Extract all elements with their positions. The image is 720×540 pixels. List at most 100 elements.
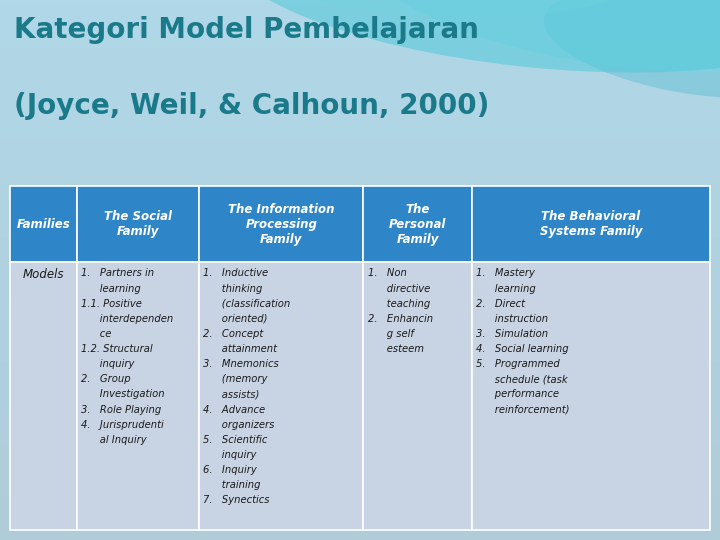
Bar	[0, 508, 720, 513]
Text: al Inquiry: al Inquiry	[81, 435, 146, 445]
Bar	[76, 262, 199, 530]
Text: oriented): oriented)	[203, 314, 268, 324]
Text: 5.   Scientific: 5. Scientific	[203, 435, 268, 445]
Bar	[472, 186, 710, 262]
Bar	[0, 367, 720, 373]
Bar	[0, 281, 720, 286]
Bar	[0, 205, 720, 211]
Bar	[0, 124, 720, 130]
Text: The Social
Family: The Social Family	[104, 210, 172, 238]
Bar	[0, 97, 720, 103]
Bar	[0, 437, 720, 443]
Text: instruction: instruction	[477, 314, 549, 324]
Text: 3.   Mnemonics: 3. Mnemonics	[203, 359, 279, 369]
Bar	[0, 38, 720, 43]
Bar	[0, 81, 720, 86]
Bar	[0, 259, 720, 265]
Bar	[199, 262, 364, 530]
Text: 1.1. Positive: 1.1. Positive	[81, 299, 142, 309]
Bar	[0, 497, 720, 502]
Bar	[0, 32, 720, 38]
Bar	[0, 146, 720, 151]
Bar	[0, 238, 720, 243]
Bar	[0, 76, 720, 81]
Bar	[0, 292, 720, 297]
Bar	[0, 405, 720, 410]
Text: Families: Families	[17, 218, 70, 231]
Text: 1.2. Structural: 1.2. Structural	[81, 344, 153, 354]
Bar	[0, 178, 720, 184]
Bar	[0, 518, 720, 524]
Bar	[0, 70, 720, 76]
Text: The Behavioral
Systems Family: The Behavioral Systems Family	[540, 210, 642, 238]
Text: interdependen: interdependen	[81, 314, 173, 324]
Text: 2.   Direct: 2. Direct	[477, 299, 526, 309]
Bar	[0, 22, 720, 27]
Bar	[0, 535, 720, 540]
Bar	[0, 27, 720, 32]
Bar	[76, 186, 199, 262]
Bar	[0, 173, 720, 178]
Bar	[10, 262, 76, 530]
Bar	[0, 319, 720, 324]
Bar	[0, 11, 720, 16]
Bar	[0, 513, 720, 518]
Text: 4.   Advance: 4. Advance	[203, 404, 266, 415]
Text: 2.   Concept: 2. Concept	[203, 329, 264, 339]
Bar	[0, 270, 720, 275]
Text: 3.   Simulation: 3. Simulation	[477, 329, 549, 339]
Bar	[0, 529, 720, 535]
Bar	[0, 475, 720, 481]
Text: teaching: teaching	[368, 299, 430, 309]
Bar	[0, 340, 720, 346]
Text: 5.   Programmed: 5. Programmed	[477, 359, 560, 369]
Bar	[0, 200, 720, 205]
Bar	[0, 65, 720, 70]
Bar	[0, 486, 720, 491]
Bar	[10, 186, 76, 262]
Text: 2.   Enhancin: 2. Enhancin	[368, 314, 433, 324]
Text: Investigation: Investigation	[81, 389, 164, 400]
Text: The
Personal
Family: The Personal Family	[389, 202, 446, 246]
Bar	[0, 416, 720, 421]
Bar	[0, 265, 720, 270]
Ellipse shape	[364, 0, 720, 73]
Bar	[0, 443, 720, 448]
Text: esteem: esteem	[368, 344, 424, 354]
Bar	[0, 130, 720, 135]
Bar	[0, 329, 720, 335]
Bar	[0, 378, 720, 383]
Bar	[0, 346, 720, 351]
Bar	[0, 481, 720, 486]
Bar	[0, 59, 720, 65]
Bar	[0, 211, 720, 216]
Text: learning: learning	[81, 284, 140, 294]
Text: organizers: organizers	[203, 420, 275, 430]
Text: reinforcement): reinforcement)	[477, 404, 570, 415]
Bar	[0, 232, 720, 238]
Bar	[0, 421, 720, 427]
Text: 4.   Social learning: 4. Social learning	[477, 344, 569, 354]
Bar	[0, 524, 720, 529]
Bar	[0, 49, 720, 54]
Bar	[0, 248, 720, 254]
Bar	[0, 108, 720, 113]
Bar	[0, 389, 720, 394]
Bar	[0, 16, 720, 22]
Text: 6.   Inquiry: 6. Inquiry	[203, 465, 257, 475]
Text: thinking: thinking	[203, 284, 263, 294]
Bar	[0, 43, 720, 49]
Bar	[0, 286, 720, 292]
Bar	[472, 262, 710, 530]
Bar	[0, 410, 720, 416]
Text: learning: learning	[477, 284, 536, 294]
Bar	[0, 151, 720, 157]
Text: ce: ce	[81, 329, 112, 339]
Bar	[0, 275, 720, 281]
Text: 7.   Synectics: 7. Synectics	[203, 495, 270, 505]
Bar	[364, 186, 472, 262]
Bar	[0, 400, 720, 405]
Bar	[0, 448, 720, 454]
Bar	[364, 262, 472, 530]
Bar	[0, 383, 720, 389]
